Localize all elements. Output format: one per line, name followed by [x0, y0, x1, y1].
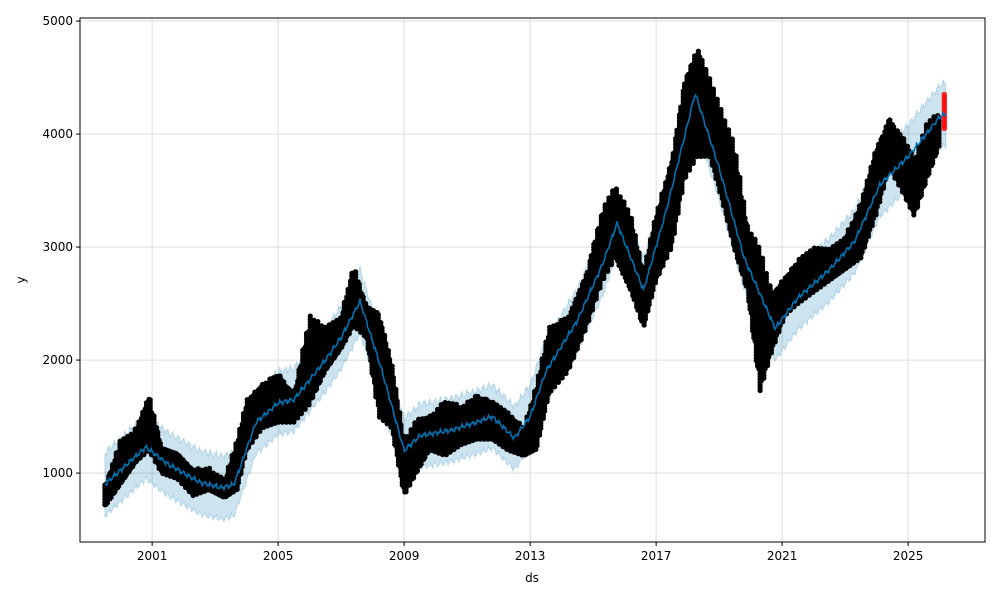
observed-point [387, 356, 393, 363]
observed-point [315, 319, 321, 325]
observed-point [356, 281, 363, 288]
observed-point [516, 420, 523, 426]
observed-point [157, 440, 163, 446]
observed-point [147, 397, 153, 403]
observed-point [390, 375, 397, 381]
observed-point [398, 422, 404, 428]
observed-point [397, 410, 403, 416]
observed-point [379, 325, 385, 331]
observed-point [385, 348, 391, 354]
observed-point [375, 312, 381, 318]
observed-point [155, 429, 161, 435]
observed-point [389, 363, 395, 369]
observed-point [206, 465, 213, 471]
observed-point [393, 386, 399, 392]
observed-point [383, 341, 389, 347]
observed-point [153, 425, 160, 431]
observed-point [307, 313, 313, 319]
observed-point [378, 320, 384, 326]
observed-point [394, 398, 400, 404]
observed-point [151, 413, 157, 419]
observed-point [382, 332, 388, 338]
observed-point [360, 294, 366, 300]
observed-point [505, 410, 511, 416]
observed-point [353, 269, 359, 275]
observed-points [102, 48, 942, 508]
